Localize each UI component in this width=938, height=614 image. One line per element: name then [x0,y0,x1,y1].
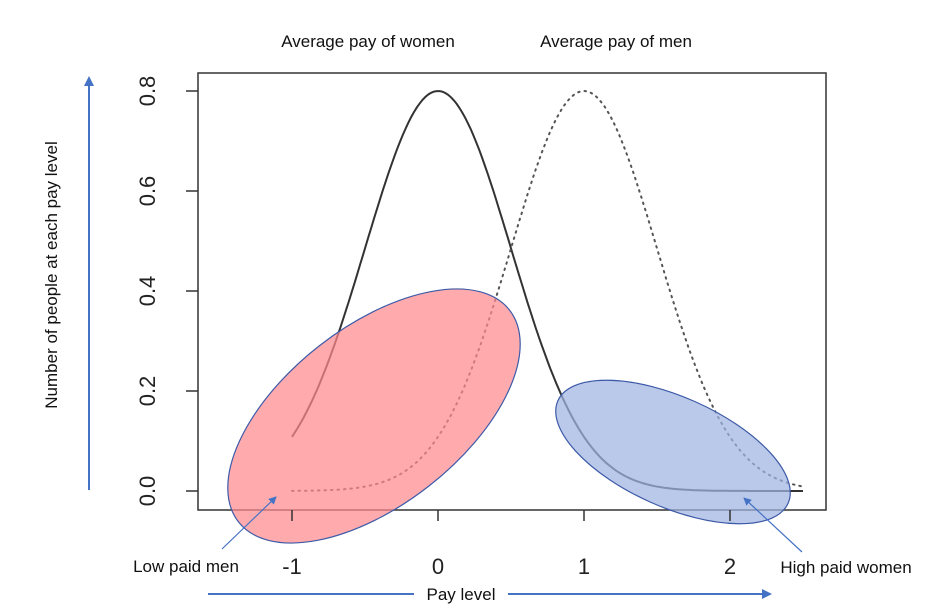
avg-men-label: Average pay of men [540,32,692,51]
y-tick-label: 0.8 [135,76,160,107]
low-paid-men-pointer [221,496,277,550]
y-axis-ticks: 0.0 0.2 0.4 0.6 0.8 [135,76,198,507]
x-tick-label: 0 [432,554,444,579]
x-tick-label: -1 [282,554,302,579]
x-axis-ticks: -1 0 1 2 [282,510,736,579]
y-tick-label: 0.4 [135,276,160,307]
avg-women-label: Average pay of women [281,32,455,51]
x-axis-title: Pay level [427,585,496,604]
high-paid-women-label: High paid women [780,558,911,577]
y-tick-label: 0.2 [135,376,160,407]
y-tick-label: 0.6 [135,176,160,207]
high-paid-women-pointer [743,497,803,553]
x-tick-label: 2 [724,554,736,579]
x-tick-label: 1 [578,554,590,579]
y-tick-label: 0.0 [135,476,160,507]
low-paid-men-region [227,288,521,544]
y-axis-title: Number of people at each pay level [42,141,61,408]
low-paid-men-label: Low paid men [133,557,239,576]
high-paid-women-region [555,379,791,525]
